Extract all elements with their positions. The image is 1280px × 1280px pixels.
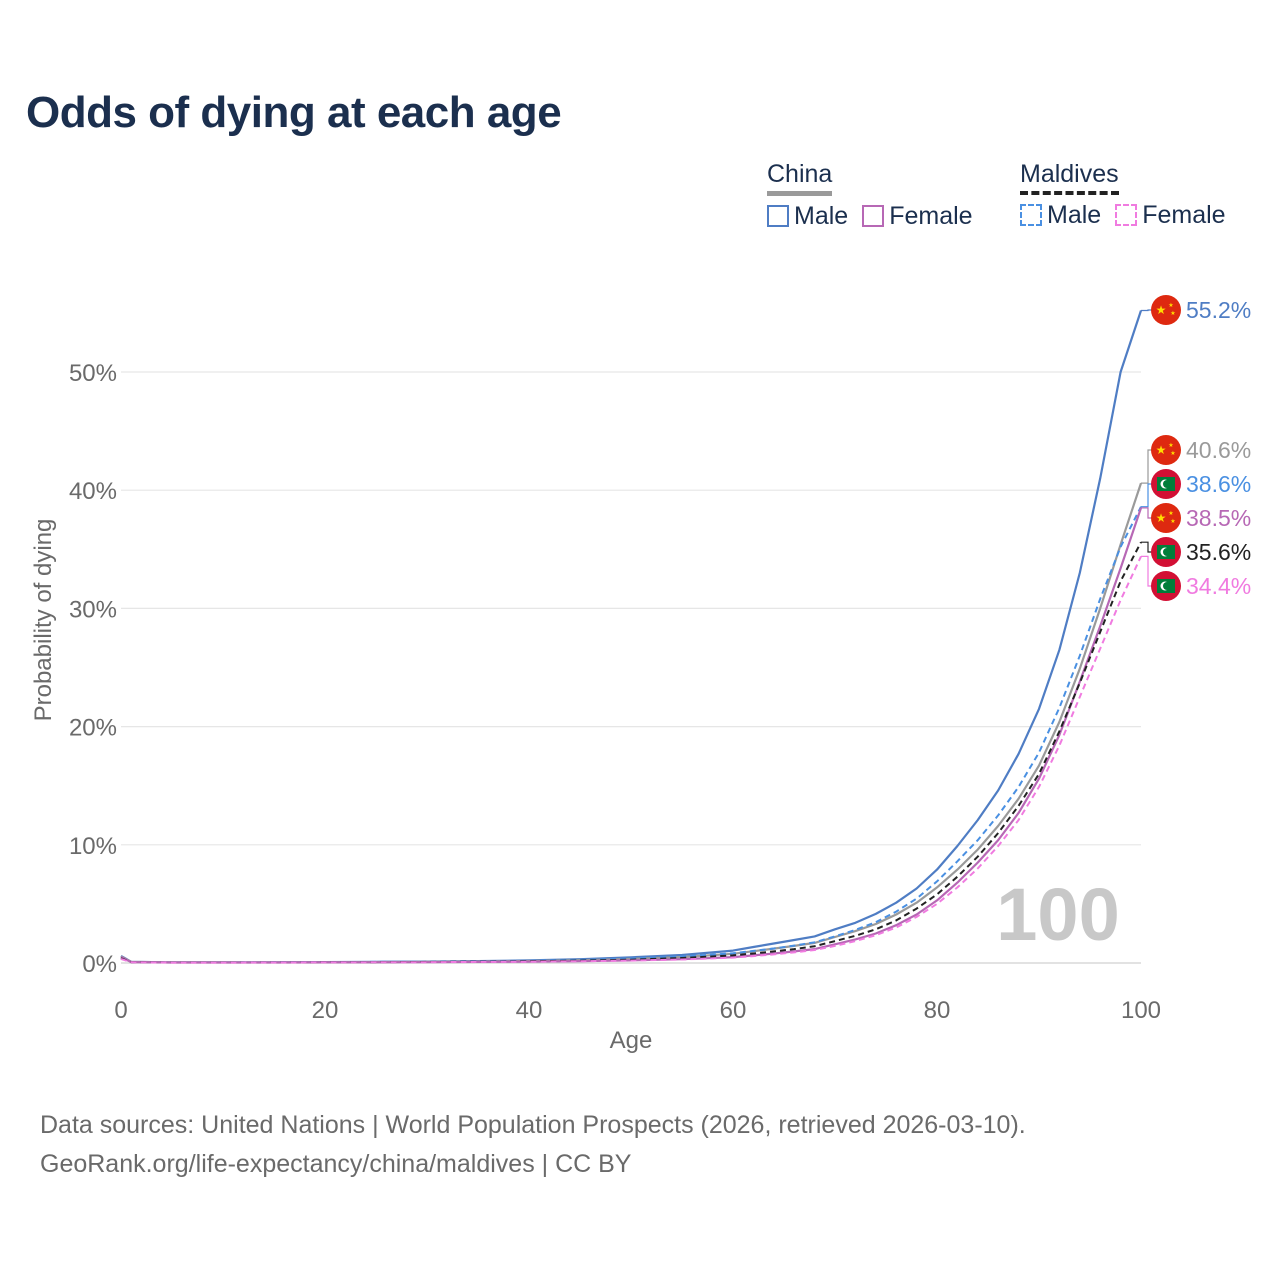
legend-maldives-male-label: Male bbox=[1047, 201, 1102, 229]
x-tick-label: 80 bbox=[924, 997, 951, 1024]
x-tick-label: 100 bbox=[1121, 997, 1161, 1024]
flag-star: ★ bbox=[1156, 303, 1167, 317]
series-line-china-male bbox=[120, 310, 1143, 964]
series-lines bbox=[120, 310, 1143, 964]
legend-china-female[interactable]: Female bbox=[862, 202, 973, 231]
end-labels: ★ ★★ 55.2%★ ★★ 40.6%38.6%★ ★★ 38.5%35.6%34.4% bbox=[1141, 295, 1251, 601]
age-watermark: 100 bbox=[996, 873, 1119, 956]
flag-crescent-cut bbox=[1163, 582, 1171, 590]
flag-china-icon: ★ ★★ bbox=[1151, 503, 1181, 533]
end-label-value: 34.4% bbox=[1186, 573, 1251, 599]
y-tick-label: 10% bbox=[69, 833, 117, 860]
end-label-connector bbox=[1141, 507, 1153, 519]
series-line-maldives-male bbox=[120, 506, 1142, 964]
flag-star-small: ★ bbox=[1168, 510, 1173, 517]
flag-star-small: ★ bbox=[1170, 310, 1175, 317]
flag-crescent-cut bbox=[1163, 548, 1171, 556]
flag-star: ★ bbox=[1156, 443, 1167, 457]
footer: Data sources: United Nations | World Pop… bbox=[40, 1106, 1026, 1184]
flag-china-icon: ★ ★★ bbox=[1151, 295, 1181, 325]
legend-maldives: Maldives Male Female bbox=[1020, 160, 1226, 230]
y-axis-label: Probability of dying bbox=[30, 519, 57, 722]
end-label-value: 38.5% bbox=[1186, 505, 1251, 531]
legend-swatch-maldives-female bbox=[1115, 204, 1138, 226]
gridlines bbox=[121, 371, 1141, 964]
y-tick-label: 40% bbox=[69, 478, 117, 505]
end-label-value: 40.6% bbox=[1186, 437, 1251, 463]
chart-area: 0% 10% 20% 30% 40% 50% 0 20 40 60 80 100 100 Age P… bbox=[30, 295, 1251, 1054]
legend-maldives-female-label: Female bbox=[1142, 201, 1226, 229]
flag-star-small: ★ bbox=[1170, 450, 1175, 457]
end-label-value: 55.2% bbox=[1186, 297, 1251, 323]
series-line-china-total bbox=[120, 482, 1143, 964]
flag-star: ★ bbox=[1156, 511, 1167, 525]
legend-china: China Male Female bbox=[767, 160, 987, 231]
legend-maldives-label: Maldives bbox=[1020, 160, 1119, 195]
flag-star-small: ★ bbox=[1168, 302, 1173, 309]
series-line-china-female bbox=[120, 507, 1143, 964]
flag-maldives-icon bbox=[1151, 571, 1181, 601]
x-tick-label: 60 bbox=[720, 997, 747, 1024]
end-label-connector bbox=[1141, 483, 1153, 508]
end-label-value: 38.6% bbox=[1186, 471, 1251, 497]
flag-star-small: ★ bbox=[1168, 442, 1173, 449]
legend-maldives-female[interactable]: Female bbox=[1115, 201, 1226, 230]
legend-swatch-china-male bbox=[767, 205, 789, 227]
flag-circle bbox=[1151, 503, 1181, 533]
end-label-value: 35.6% bbox=[1186, 539, 1251, 565]
series-line-maldives-total bbox=[120, 541, 1142, 964]
legend-china-male[interactable]: Male bbox=[767, 202, 848, 231]
y-tick-label: 0% bbox=[82, 951, 117, 978]
end-label-connector bbox=[1141, 449, 1153, 484]
y-tick-label: 20% bbox=[69, 715, 117, 742]
x-tick-label: 0 bbox=[114, 997, 127, 1024]
flag-circle bbox=[1151, 435, 1181, 465]
legend-swatch-maldives-male bbox=[1020, 204, 1042, 226]
chart-title: Odds of dying at each age bbox=[26, 88, 562, 137]
legend-china-male-label: Male bbox=[794, 202, 849, 230]
legend-maldives-male[interactable]: Male bbox=[1020, 201, 1101, 230]
flag-china-icon: ★ ★★ bbox=[1151, 435, 1181, 465]
x-axis: 0 20 40 60 80 100 bbox=[114, 997, 1161, 1024]
attribution-text: GeoRank.org/life-expectancy/china/maldiv… bbox=[40, 1150, 632, 1178]
y-tick-label: 50% bbox=[69, 360, 117, 387]
x-tick-label: 20 bbox=[312, 997, 339, 1024]
flag-crescent-cut bbox=[1163, 480, 1171, 488]
legend-china-female-label: Female bbox=[889, 202, 973, 230]
data-sources-text: Data sources: United Nations | World Pop… bbox=[40, 1111, 1026, 1139]
end-label-connector bbox=[1141, 555, 1153, 587]
y-axis: 0% 10% 20% 30% 40% 50% bbox=[69, 360, 117, 978]
end-label-connector bbox=[1141, 541, 1153, 553]
y-tick-label: 30% bbox=[69, 596, 117, 623]
legend-china-label: China bbox=[767, 160, 833, 196]
end-label-connector bbox=[1141, 309, 1153, 312]
flag-maldives-icon bbox=[1151, 537, 1181, 567]
flag-circle bbox=[1151, 295, 1181, 325]
series-line-maldives-female bbox=[120, 555, 1142, 964]
x-tick-label: 40 bbox=[516, 997, 543, 1024]
flag-star-small: ★ bbox=[1170, 518, 1175, 525]
flag-maldives-icon bbox=[1151, 469, 1181, 499]
legend-swatch-china-female bbox=[862, 205, 885, 227]
x-axis-label: Age bbox=[610, 1027, 653, 1054]
